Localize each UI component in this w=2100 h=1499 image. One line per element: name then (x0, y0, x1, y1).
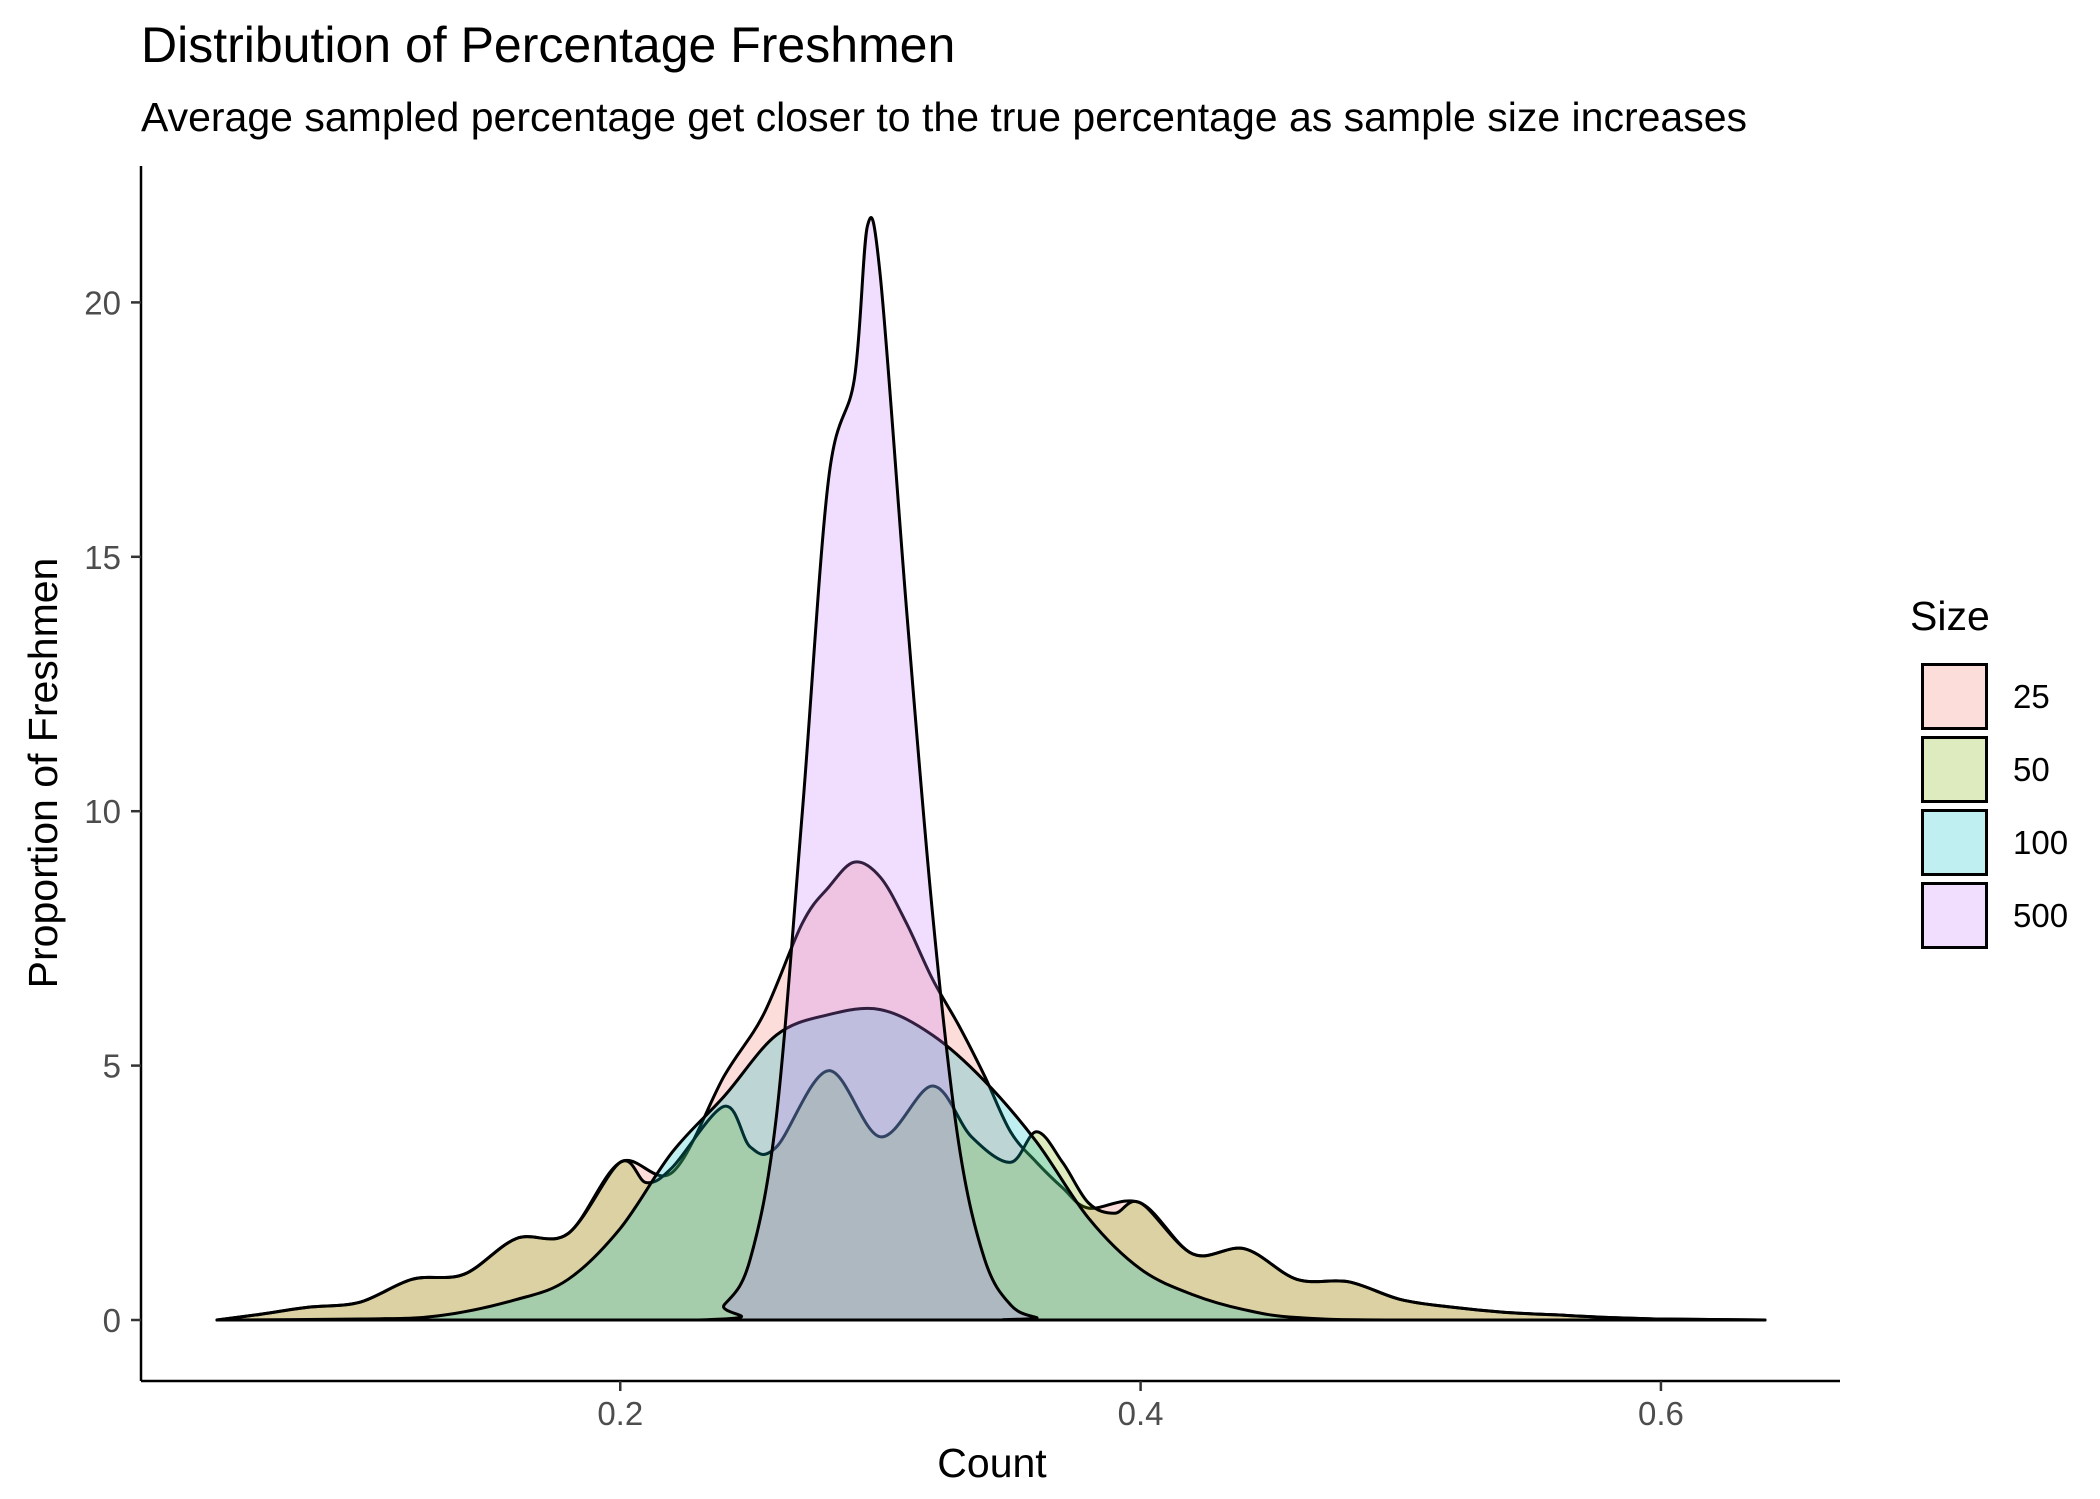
legend-key-100 (1921, 809, 1988, 876)
chart-subtitle: Average sampled percentage get closer to… (141, 94, 1747, 140)
x-axis-ticks: 0.2 0.4 0.6 (597, 1381, 1684, 1432)
x-tick-label: 0.6 (1638, 1395, 1684, 1432)
y-tick-label: 10 (84, 793, 121, 830)
legend-label-25: 25 (2013, 678, 2050, 715)
density-areas (215, 216, 1767, 1322)
y-axis-title: Proportion of Freshmen (20, 558, 66, 989)
y-axis-ticks: 0 5 10 15 20 (84, 284, 141, 1339)
legend-key-bg (1921, 882, 1988, 949)
legend-label-100: 100 (2013, 824, 2068, 861)
legend-label-500: 500 (2013, 897, 2068, 934)
legend-key-500 (1921, 882, 1988, 949)
x-axis-title: Count (937, 1440, 1047, 1486)
legend: Size 25 50 100 500 (1910, 593, 2068, 949)
y-tick-label: 0 (103, 1302, 121, 1339)
y-tick-label: 5 (103, 1048, 121, 1085)
density-area-50 (215, 1069, 1767, 1322)
chart-title: Distribution of Percentage Freshmen (141, 17, 955, 73)
y-tick-label: 15 (84, 539, 121, 576)
density-area-500 (215, 216, 1767, 1322)
legend-title: Size (1910, 593, 1990, 639)
x-tick-label: 0.4 (1118, 1395, 1164, 1432)
legend-key-50 (1921, 736, 1988, 803)
y-tick-label: 20 (84, 284, 121, 321)
legend-label-50: 50 (2013, 751, 2050, 788)
density-area-100 (215, 1006, 1767, 1322)
legend-key-bg (1921, 663, 1988, 730)
legend-key-bg (1921, 809, 1988, 876)
legend-key-bg (1921, 736, 1988, 803)
x-tick-label: 0.2 (597, 1395, 643, 1432)
legend-key-25 (1921, 663, 1988, 730)
